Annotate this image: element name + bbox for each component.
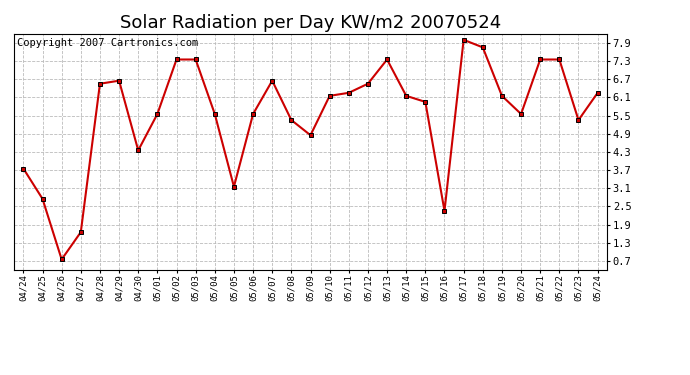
Title: Solar Radiation per Day KW/m2 20070524: Solar Radiation per Day KW/m2 20070524 xyxy=(120,14,501,32)
Text: Copyright 2007 Cartronics.com: Copyright 2007 Cartronics.com xyxy=(17,39,198,48)
